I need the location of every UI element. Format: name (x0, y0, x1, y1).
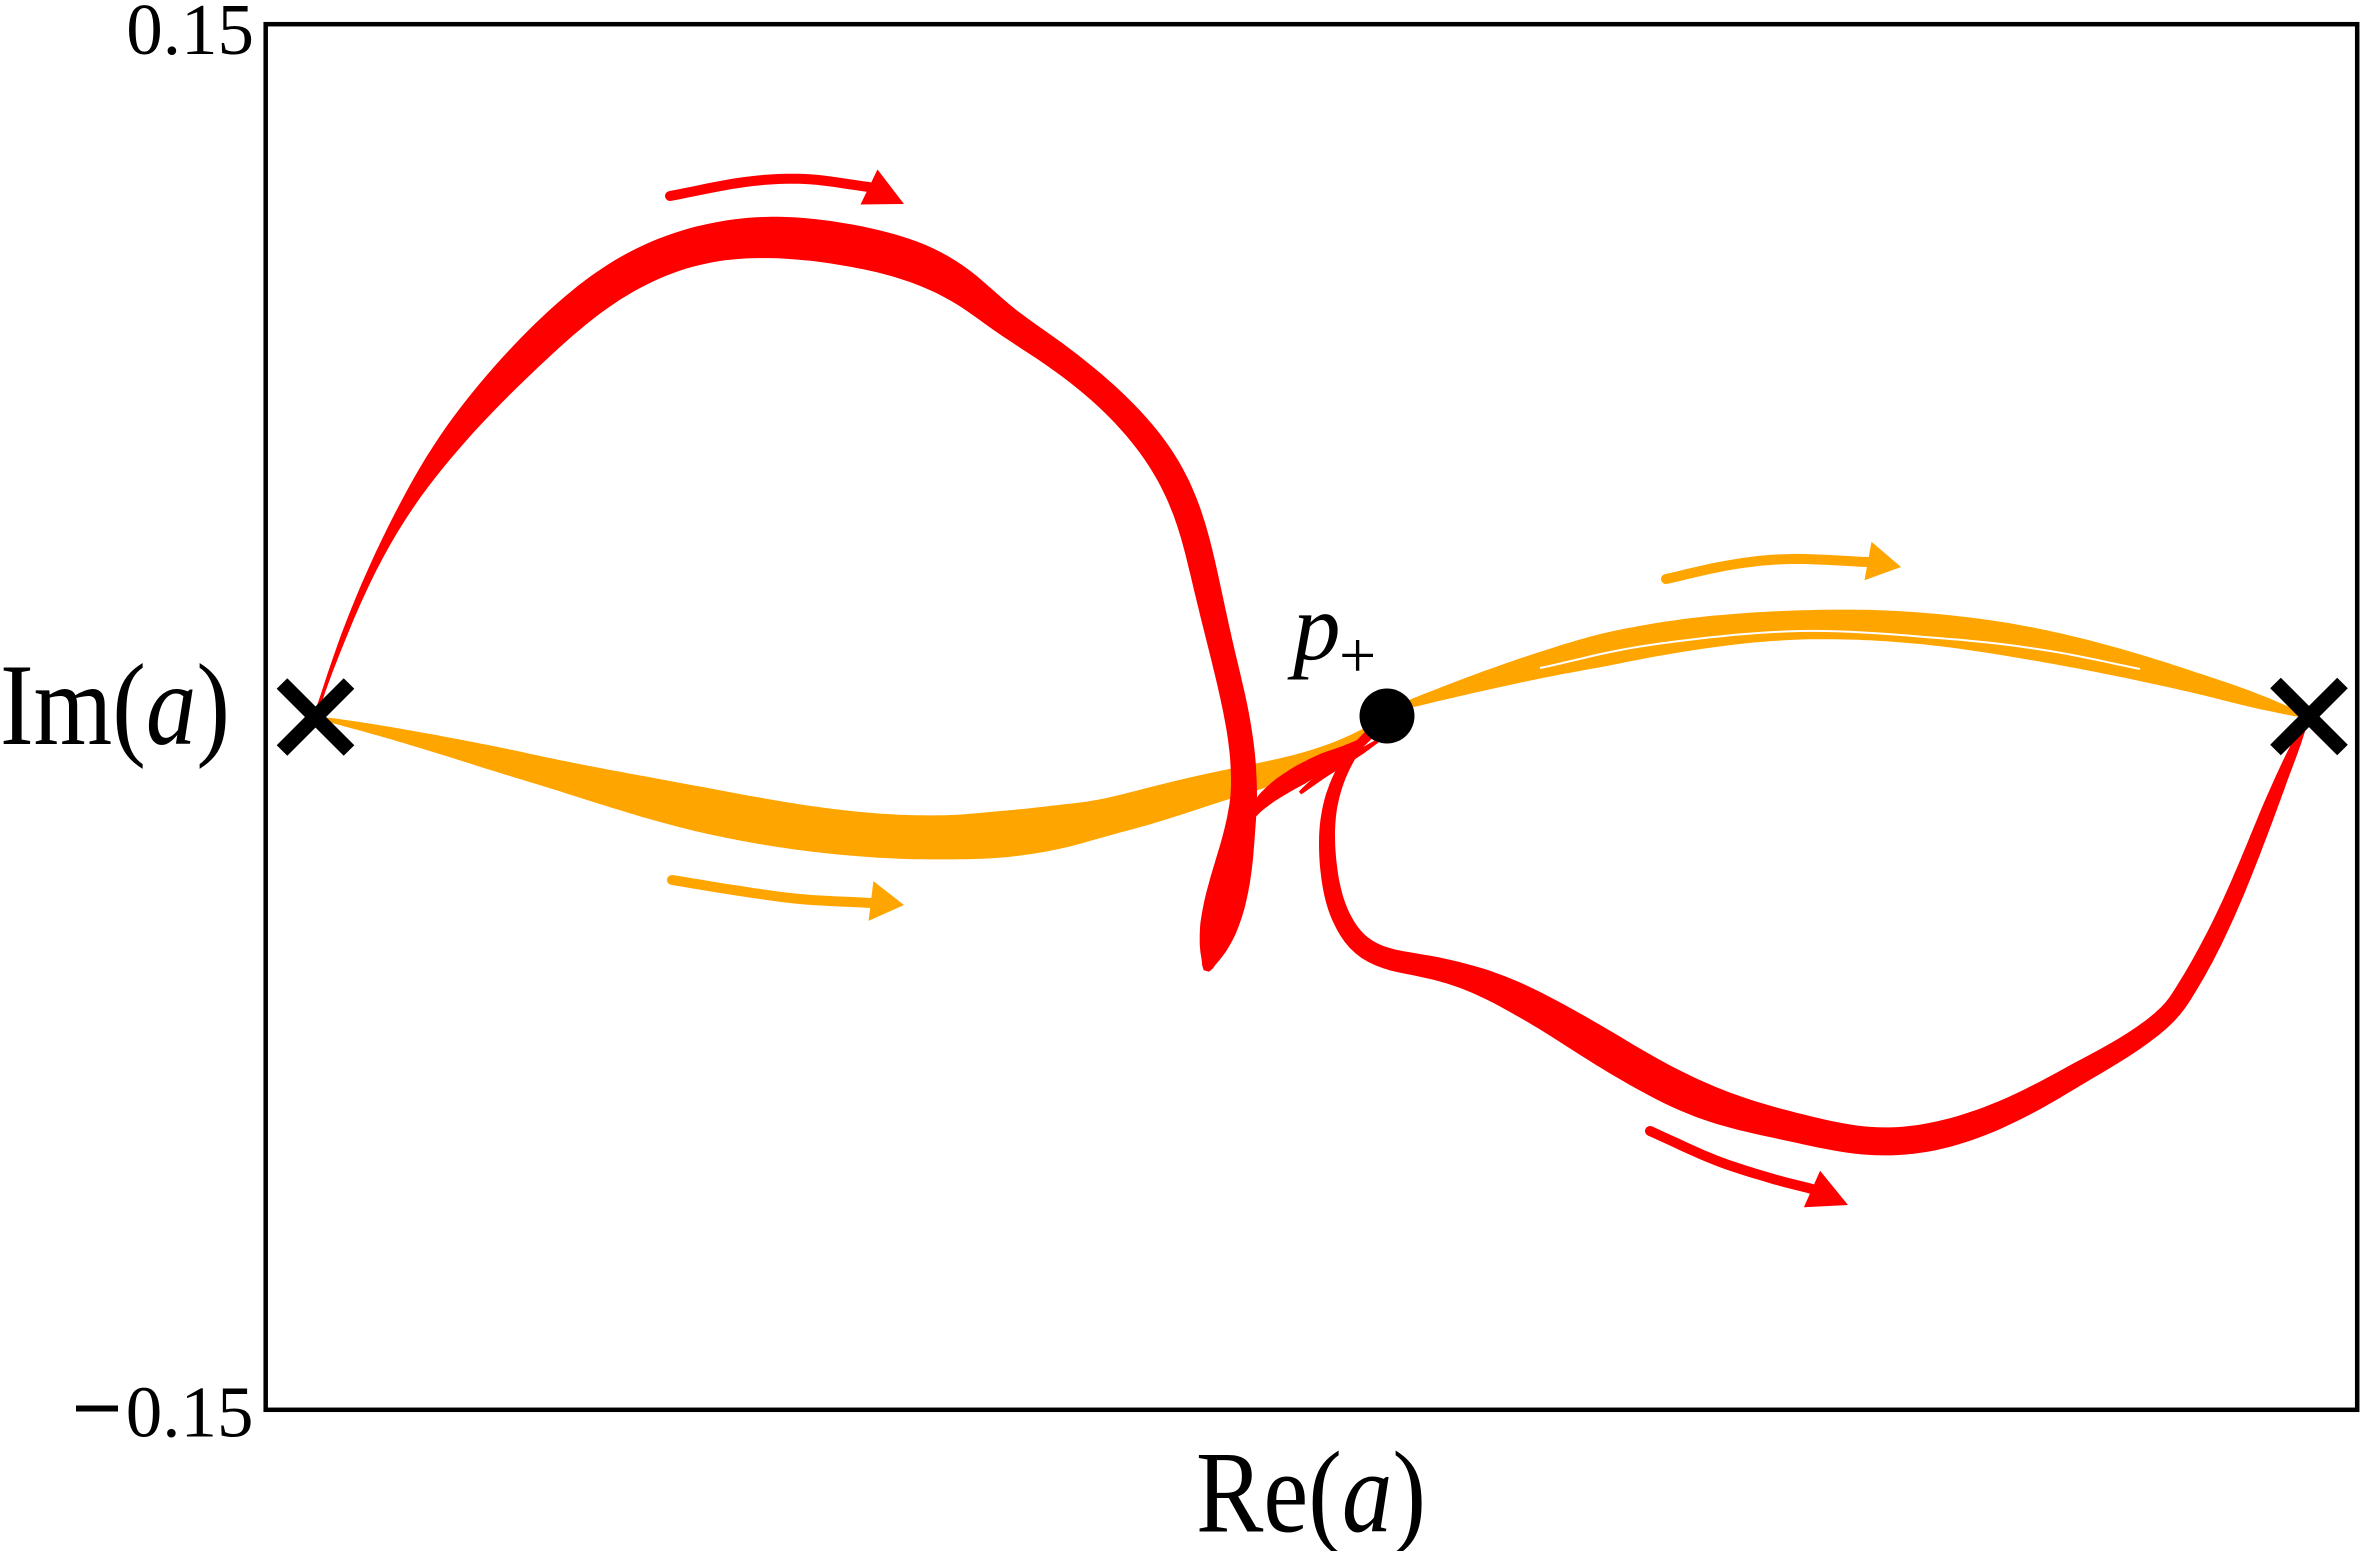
svg-text:Re(a): Re(a) (1196, 1429, 1426, 1551)
svg-text:0.15: 0.15 (126, 1372, 254, 1453)
svg-text:Im(a): Im(a) (0, 641, 230, 770)
svg-text:0.15: 0.15 (126, 0, 254, 70)
svg-text:p: p (1287, 574, 1341, 680)
svg-text:+: + (1339, 619, 1376, 692)
